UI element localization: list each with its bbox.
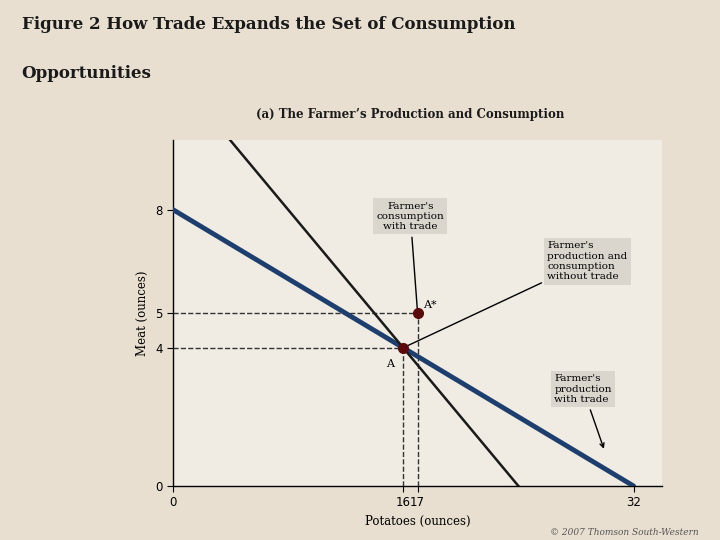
Text: A: A bbox=[386, 359, 394, 369]
Text: Figure 2 How Trade Expands the Set of Consumption: Figure 2 How Trade Expands the Set of Co… bbox=[22, 16, 515, 33]
X-axis label: Potatoes (ounces): Potatoes (ounces) bbox=[365, 515, 470, 528]
Text: Opportunities: Opportunities bbox=[22, 65, 151, 82]
Text: Farmer's
production and
consumption
without trade: Farmer's production and consumption with… bbox=[405, 241, 627, 347]
Text: Farmer's
consumption
with trade: Farmer's consumption with trade bbox=[377, 201, 444, 310]
Y-axis label: Meat (ounces): Meat (ounces) bbox=[136, 271, 149, 356]
Text: A*: A* bbox=[423, 300, 437, 310]
Text: Farmer's
production
with trade: Farmer's production with trade bbox=[554, 374, 612, 447]
Text: (a) The Farmer’s Production and Consumption: (a) The Farmer’s Production and Consumpt… bbox=[256, 108, 564, 121]
Text: © 2007 Thomson South-Western: © 2007 Thomson South-Western bbox=[550, 528, 698, 537]
